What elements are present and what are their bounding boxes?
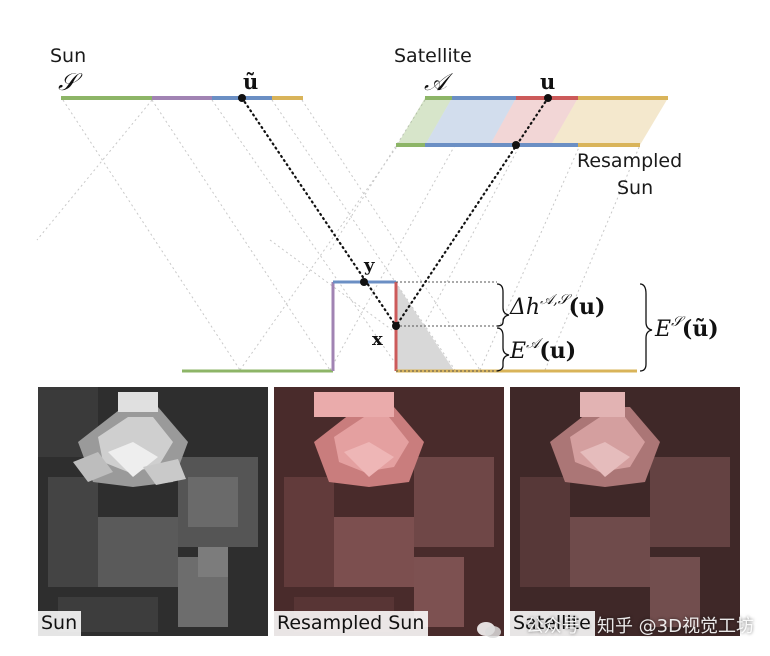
height-guides: [396, 281, 497, 372]
point-u: [544, 94, 552, 102]
geometry-diagram: Sun 𝒮 Satellite 𝒜 ũ u Resampled Sun y x …: [36, 45, 719, 373]
satellite-aerial-image: [510, 387, 740, 636]
sun-aerial-image: [38, 387, 268, 636]
e-a-label: E𝒜(u): [509, 336, 576, 364]
shadow-region: [396, 283, 455, 372]
sun-caption: Sun: [38, 611, 82, 636]
u-tilde-label: ũ: [243, 69, 258, 94]
satellite-caption: Satellite: [510, 611, 595, 636]
point-u-tilde: [238, 94, 246, 102]
point-y: [360, 278, 368, 286]
satellite-projection-band: [397, 98, 668, 145]
wechat-icon: [477, 622, 501, 638]
satellite-symbol: 𝒜: [424, 68, 454, 96]
watermark-text: 公众号 · 知乎 @3D视觉工坊: [525, 616, 754, 637]
point-u-resampled: [512, 141, 520, 149]
resampled-label-line1: Resampled: [577, 150, 682, 172]
resampled-sun-aerial-image: [274, 387, 504, 636]
braces: [496, 283, 653, 372]
sun-label: Sun: [50, 45, 86, 67]
projection-rays: [36, 99, 641, 371]
u-label: u: [540, 69, 555, 94]
satellite-label: Satellite: [394, 45, 472, 67]
x-label: x: [372, 329, 383, 350]
resampled-sun-image-panel: Resampled Sun: [274, 387, 504, 636]
satellite-image-panel: Satellite: [510, 387, 740, 636]
main-rays: [240, 96, 550, 328]
resampled-label-line2: Sun: [617, 177, 653, 199]
point-x: [392, 322, 400, 330]
y-label: y: [363, 255, 375, 276]
resampled-sun-caption: Resampled Sun: [274, 611, 429, 636]
sun-image-panel: Sun: [38, 387, 268, 636]
e-s-label: E𝒮(ũ): [654, 314, 719, 342]
sun-symbol: 𝒮: [58, 68, 83, 96]
delta-h-label: Δh𝒜,𝒮(u): [509, 292, 605, 320]
